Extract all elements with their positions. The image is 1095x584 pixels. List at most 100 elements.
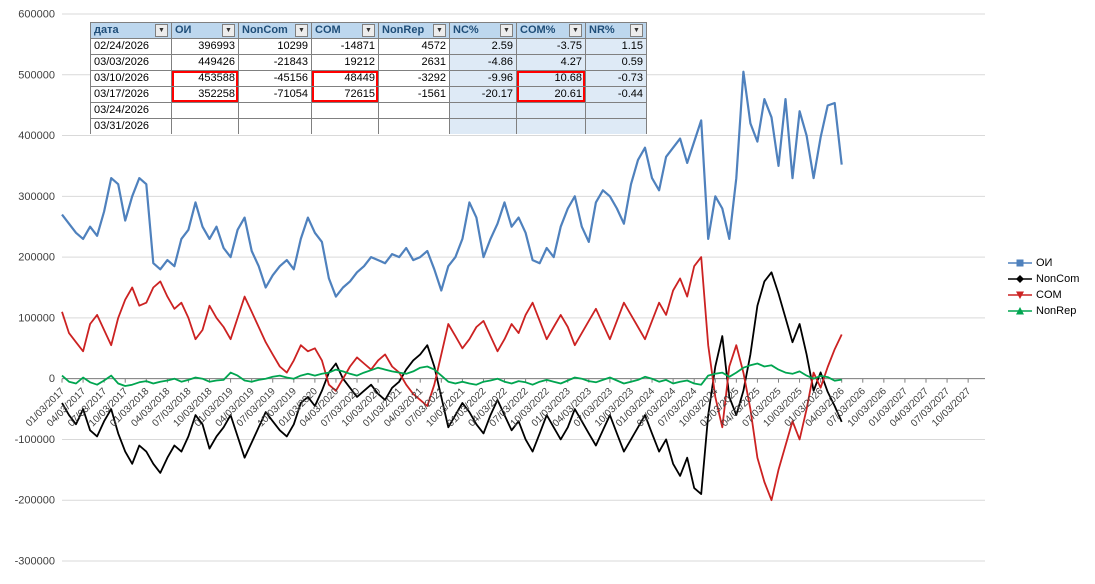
cell-nc-pct[interactable]: -20.17 <box>449 86 517 103</box>
legend-key-icon <box>1008 291 1032 299</box>
legend-marker-icon <box>1016 275 1024 283</box>
cell-nc-pct[interactable]: -4.86 <box>449 54 517 71</box>
y-tick-label: -200000 <box>15 495 55 507</box>
cell-nr-pct[interactable]: -0.44 <box>585 86 647 103</box>
column-label: NonCom <box>242 24 288 36</box>
y-tick-label: -300000 <box>15 556 55 568</box>
legend-label: NonCom <box>1036 273 1080 285</box>
filter-dropdown-icon-com[interactable]: ▼ <box>362 24 375 37</box>
table-row: 02/24/2026 396993 10299 -14871 4572 2.59 -3.75… <box>90 38 647 55</box>
legend-item-NonRep[interactable]: NonRep <box>1008 304 1079 318</box>
legend-item-ОИ[interactable]: ОИ <box>1008 256 1079 270</box>
legend-item-NonCom[interactable]: NonCom <box>1008 272 1079 286</box>
cell-nonrep[interactable]: -1561 <box>378 86 450 103</box>
cell-com[interactable]: -14871 <box>311 38 379 55</box>
cell-nonrep[interactable]: -3292 <box>378 70 450 87</box>
filter-dropdown-icon-data[interactable]: ▼ <box>155 24 168 37</box>
series-line-COM[interactable] <box>61 256 843 502</box>
column-label: COM <box>315 24 341 36</box>
y-axis-labels: 600000 500000 400000 300000 200000 100000 0 -10… <box>15 9 55 568</box>
series-line-NonRep[interactable] <box>61 362 842 387</box>
y-tick-label: 600000 <box>18 9 55 21</box>
cell-nonrep[interactable] <box>378 118 450 134</box>
cell-noncom[interactable]: -71054 <box>238 86 312 103</box>
table-row: 03/03/2026 449426 -21843 19212 2631 -4.86 4.27… <box>90 54 647 71</box>
filter-dropdown-icon-nc-pct[interactable]: ▼ <box>500 24 513 37</box>
series-line-ОИ[interactable] <box>61 70 843 298</box>
table-row: 03/17/2026 352258 -71054 72615 -1561 -20.17 20… <box>90 86 647 103</box>
cell-nc-pct[interactable]: -9.96 <box>449 70 517 87</box>
y-tick-label: 400000 <box>18 130 55 142</box>
cell-nonrep[interactable] <box>378 102 450 119</box>
cell-com-highlighted[interactable]: 72615 <box>311 86 379 103</box>
filter-dropdown-icon-noncom[interactable]: ▼ <box>295 24 308 37</box>
legend-item-COM[interactable]: COM <box>1008 288 1079 302</box>
cell-noncom[interactable] <box>238 102 312 119</box>
filter-dropdown-icon-oi[interactable]: ▼ <box>222 24 235 37</box>
column-header-nonrep: ▼ NonRep <box>378 22 450 39</box>
table-row: 03/24/2026 <box>90 102 647 119</box>
cell-com[interactable]: 19212 <box>311 54 379 71</box>
cell-oi[interactable] <box>171 102 239 119</box>
y-tick-label: 300000 <box>18 191 55 203</box>
cell-nonrep[interactable]: 2631 <box>378 54 450 71</box>
filter-dropdown-icon-nr-pct[interactable]: ▼ <box>630 24 643 37</box>
y-tick-label: 500000 <box>18 69 55 81</box>
cell-nc-pct[interactable] <box>449 102 517 119</box>
data-table-overlay: ▼ дата ▼ ОИ ▼ NonCom ▼ COM ▼ NonRep ▼ NC% ▼ COM% ▼ NR% … <box>90 22 647 134</box>
column-header-com-pct: ▼ COM% <box>516 22 586 39</box>
cell-com[interactable] <box>311 118 379 134</box>
column-label: NC% <box>453 24 479 36</box>
legend-key-icon <box>1008 275 1032 283</box>
filter-dropdown-icon-com-pct[interactable]: ▼ <box>569 24 582 37</box>
table-row: 03/10/2026 453588 -45156 48449 -3292 -9.96 10.… <box>90 70 647 87</box>
cell-data[interactable]: 03/31/2026 <box>90 118 172 134</box>
column-label: ОИ <box>175 24 192 36</box>
cell-nc-pct[interactable]: 2.59 <box>449 38 517 55</box>
cell-noncom[interactable]: -45156 <box>238 70 312 87</box>
cell-nr-pct[interactable] <box>585 118 647 134</box>
cell-oi-highlighted[interactable]: 453588 <box>171 70 239 87</box>
cell-com-pct[interactable]: 4.27 <box>516 54 586 71</box>
cell-oi-highlighted[interactable]: 352258 <box>171 86 239 103</box>
cell-nr-pct[interactable]: 0.59 <box>585 54 647 71</box>
cell-nr-pct[interactable] <box>585 102 647 119</box>
cell-nr-pct[interactable]: -0.73 <box>585 70 647 87</box>
cell-com-pct-highlighted[interactable]: 10.68 <box>516 70 586 87</box>
cell-noncom[interactable]: -21843 <box>238 54 312 71</box>
cell-nc-pct[interactable] <box>449 118 517 134</box>
legend-label: COM <box>1036 289 1062 301</box>
cell-nonrep[interactable]: 4572 <box>378 38 450 55</box>
cell-com-pct[interactable] <box>516 118 586 134</box>
series-line-NonCom[interactable] <box>61 271 843 496</box>
cell-noncom[interactable] <box>238 118 312 134</box>
y-tick-label: 0 <box>49 373 55 385</box>
table-row: 03/31/2026 <box>90 118 647 134</box>
cell-oi[interactable]: 449426 <box>171 54 239 71</box>
cell-data[interactable]: 03/03/2026 <box>90 54 172 71</box>
cell-nr-pct[interactable]: 1.15 <box>585 38 647 55</box>
filter-dropdown-icon-nonrep[interactable]: ▼ <box>433 24 446 37</box>
legend-label: NonRep <box>1036 305 1077 317</box>
cell-oi[interactable] <box>171 118 239 134</box>
legend-key-icon <box>1008 307 1032 315</box>
cell-com-pct[interactable]: -3.75 <box>516 38 586 55</box>
cell-com-highlighted[interactable]: 48449 <box>311 70 379 87</box>
column-header-nc-pct: ▼ NC% <box>449 22 517 39</box>
cell-data[interactable]: 03/10/2026 <box>90 70 172 87</box>
cell-noncom[interactable]: 10299 <box>238 38 312 55</box>
y-tick-label: 200000 <box>18 252 55 264</box>
filter-table: ▼ дата ▼ ОИ ▼ NonCom ▼ COM ▼ NonRep ▼ NC% ▼ COM% ▼ NR% … <box>90 22 647 134</box>
cell-com-pct[interactable] <box>516 102 586 119</box>
column-label: COM% <box>520 24 556 36</box>
legend-marker-icon <box>1016 259 1024 267</box>
cell-data[interactable]: 03/17/2026 <box>90 86 172 103</box>
column-header-noncom: ▼ NonCom <box>238 22 312 39</box>
cell-com[interactable] <box>311 102 379 119</box>
cell-com-pct-highlighted[interactable]: 20.61 <box>516 86 586 103</box>
cell-oi[interactable]: 396993 <box>171 38 239 55</box>
cell-data[interactable]: 02/24/2026 <box>90 38 172 55</box>
cell-data[interactable]: 03/24/2026 <box>90 102 172 119</box>
